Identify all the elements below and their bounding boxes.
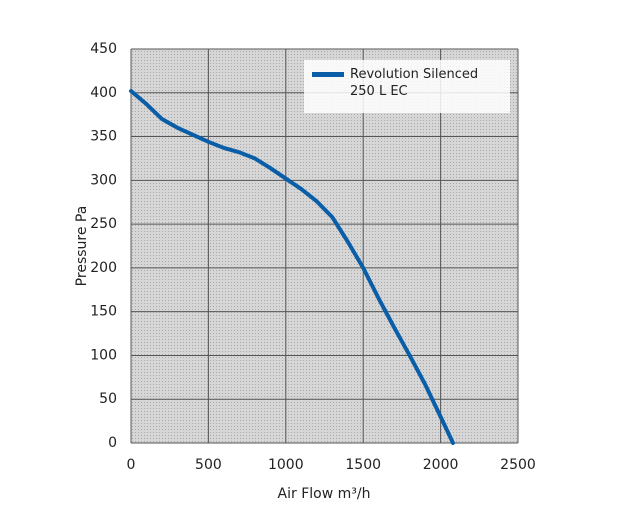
x-tick-label: 1000: [268, 457, 304, 473]
y-tick-label: 100: [90, 347, 117, 363]
x-tick-label: 500: [195, 457, 222, 473]
legend-label: Revolution Silenced 250 L EC: [350, 67, 479, 99]
y-tick-label: 50: [99, 391, 117, 407]
y-tick-label: 250: [90, 216, 117, 232]
y-tick-label: 300: [90, 172, 117, 188]
x-tick-label: 2500: [500, 457, 536, 473]
y-tick-label: 350: [90, 129, 117, 145]
y-tick-label: 0: [108, 435, 117, 451]
legend-swatch: [312, 72, 344, 77]
plot-area: [131, 49, 518, 443]
y-tick-label: 450: [90, 41, 117, 57]
x-tick-label: 1500: [345, 457, 381, 473]
y-axis-label: Pressure Pa: [74, 206, 90, 287]
x-axis-label: Air Flow m³/h: [278, 486, 371, 502]
y-tick-label: 200: [90, 260, 117, 276]
y-tick-label: 400: [90, 85, 117, 101]
x-tick-label: 0: [127, 457, 136, 473]
data-line: [129, 89, 455, 445]
legend: Revolution Silenced 250 L EC: [304, 60, 510, 113]
x-tick-label: 2000: [423, 457, 459, 473]
y-tick-label: 150: [90, 304, 117, 320]
